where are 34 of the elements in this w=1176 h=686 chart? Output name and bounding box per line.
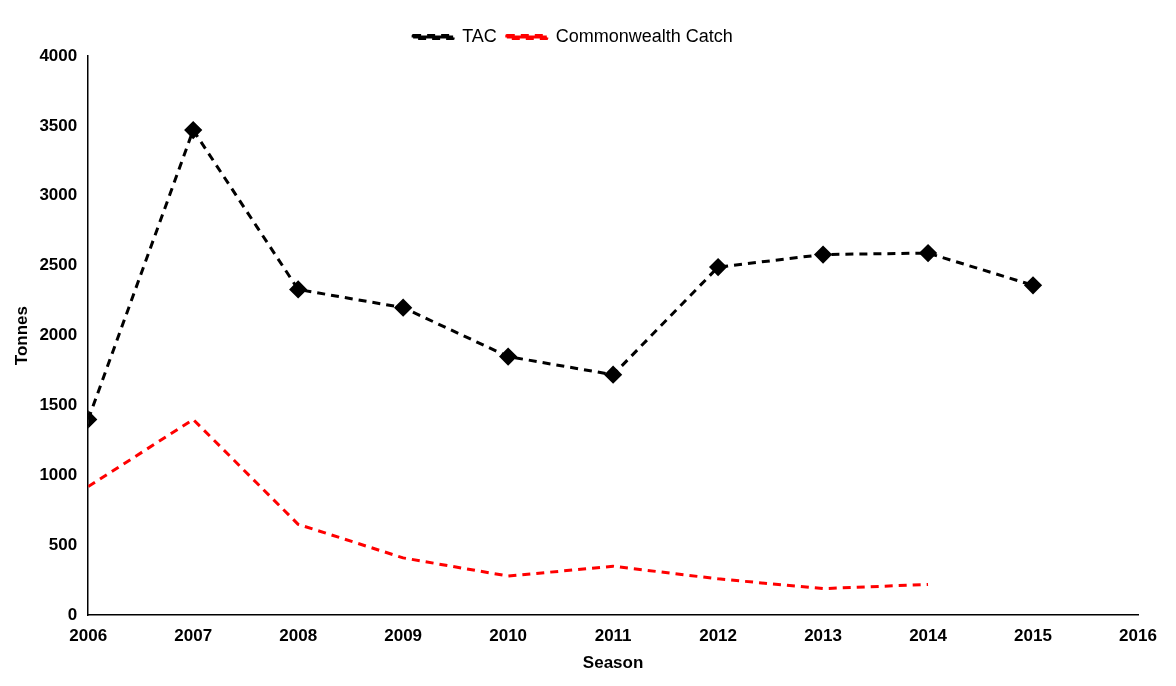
- y-tick-label: 4000: [39, 45, 78, 65]
- x-tick-label: 2012: [699, 626, 737, 646]
- x-tick-label: 2010: [489, 626, 528, 646]
- x-tick-label: 2008: [279, 626, 318, 646]
- x-tick-label: 2014: [909, 626, 948, 646]
- x-tick-label: 2011: [594, 626, 632, 646]
- x-axis-title: Season: [582, 653, 644, 673]
- y-axis-title: Tonnes: [11, 306, 31, 366]
- legend-label: Commonwealth Catch: [555, 25, 733, 46]
- y-tick-label: 2500: [39, 255, 78, 275]
- x-tick-label: 2016: [1119, 626, 1157, 646]
- x-tick-label: 2013: [804, 626, 842, 646]
- x-tick-label: 2009: [384, 626, 423, 646]
- point: [184, 121, 202, 139]
- y-tick-label: 3000: [39, 185, 78, 205]
- point: [289, 280, 307, 298]
- y-tick-label: 500: [48, 534, 78, 554]
- point: [499, 348, 517, 366]
- point: [1024, 276, 1042, 294]
- point: [604, 366, 622, 384]
- x-tick-label: 2015: [1014, 626, 1052, 646]
- y-tick-label: 2000: [39, 325, 78, 345]
- x-tick-label: 2006: [69, 626, 108, 646]
- legend-label: TAC: [462, 25, 497, 46]
- y-tick-label: 1000: [39, 465, 78, 485]
- point: [814, 246, 832, 264]
- x-tick-label: 2007: [174, 626, 213, 646]
- point: [919, 244, 937, 262]
- point: [394, 299, 412, 317]
- line-series: [88, 417, 930, 591]
- point: [709, 258, 727, 276]
- y-tick-label: 1500: [39, 395, 78, 415]
- y-tick-label: 3500: [39, 115, 78, 135]
- y-tick-label: 0: [67, 604, 78, 624]
